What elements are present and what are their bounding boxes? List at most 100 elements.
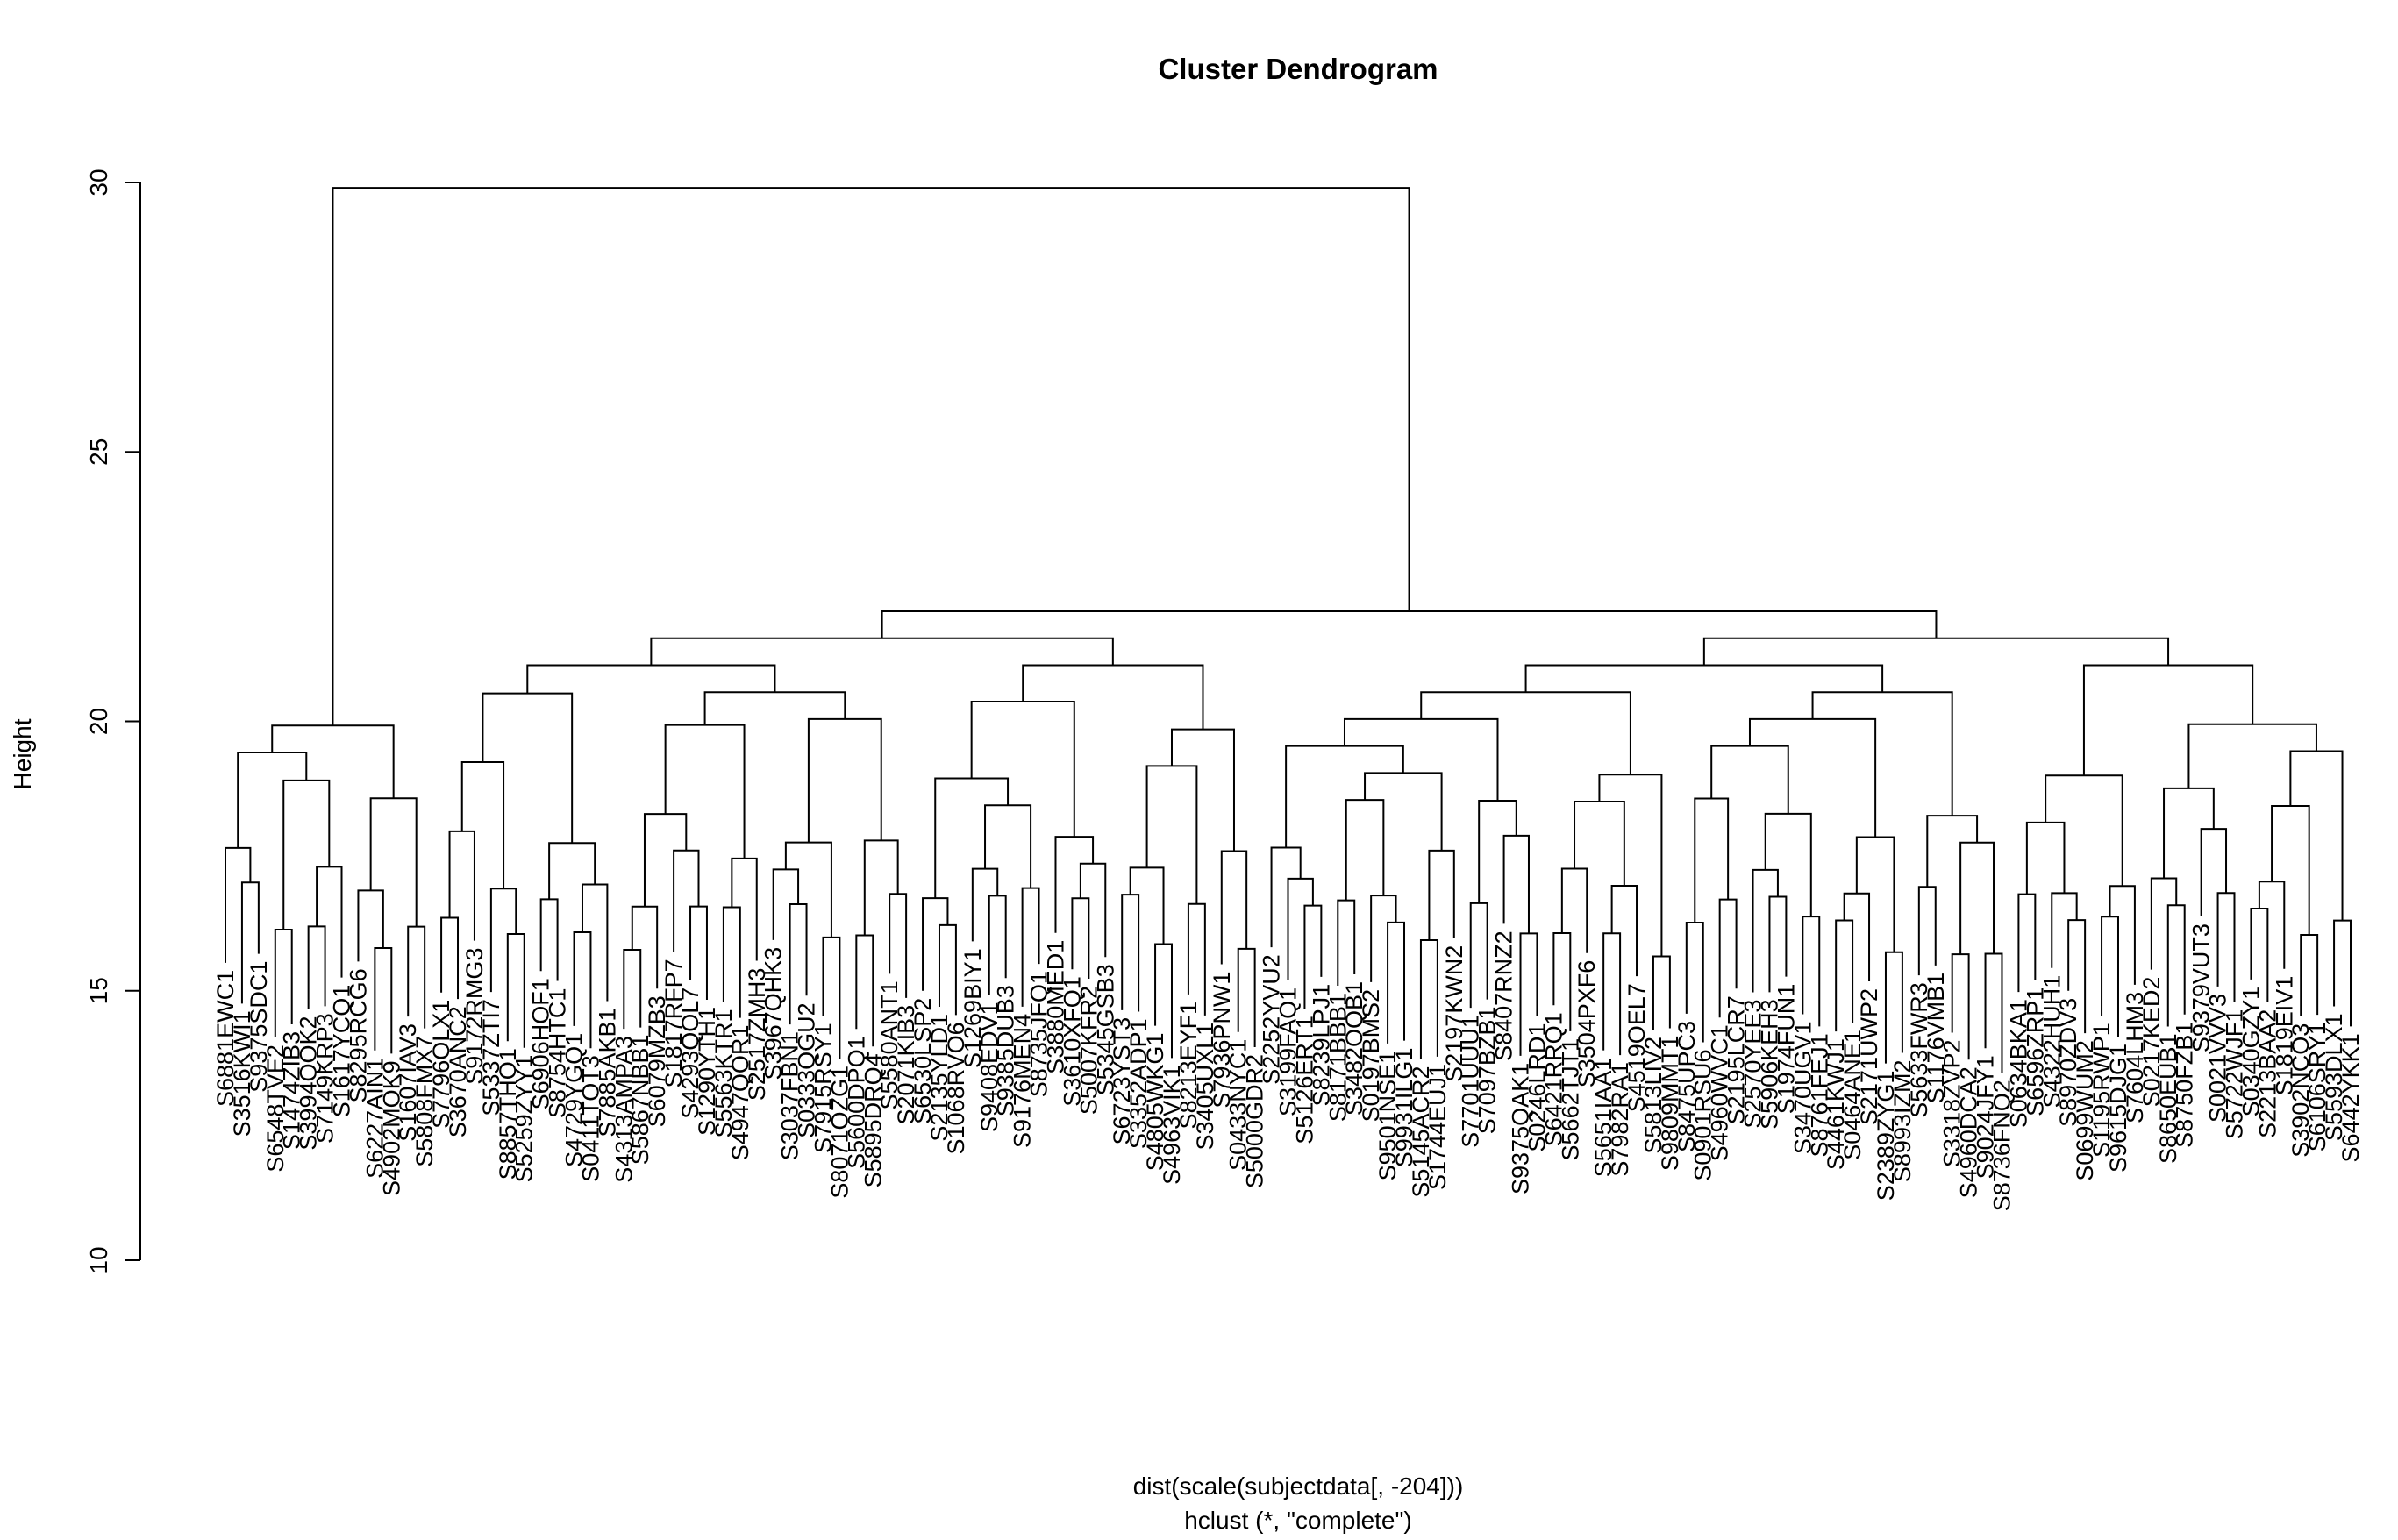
leaf-label: S5337ZTI7 [478, 999, 504, 1116]
leaf-label: S9408EDV1 [976, 1002, 1003, 1132]
merge-link [731, 857, 758, 961]
merge-link [938, 923, 957, 1016]
merge-link [2150, 877, 2178, 970]
merge-link [489, 888, 517, 993]
merge-link [922, 897, 949, 991]
leaf-label: S7982RA1 [1607, 1062, 1633, 1177]
merge-link [2271, 804, 2310, 935]
leaf-label: S4461KWJ1 [1823, 1038, 1849, 1170]
merge-link [1694, 797, 1730, 923]
leaf-label: S3318ZVP2 [1939, 1039, 1966, 1167]
x-axis-label-line1: dist(scale(subjectdata[, -204])) [1133, 1472, 1464, 1500]
leaf-label: S7885AKB1 [594, 1008, 620, 1137]
merge-link [407, 925, 426, 1029]
leaf-label: S4960DCA2 [1956, 1066, 1982, 1198]
merge-link [1154, 943, 1173, 1059]
merge-link [673, 849, 700, 952]
y-tick-label: 25 [85, 438, 112, 466]
merge-link [1054, 836, 1095, 933]
merge-link [2051, 892, 2078, 968]
leaf-label: S0699WUM2 [2072, 1040, 2098, 1181]
merge-link [526, 664, 776, 694]
leaf-label: S7097BZB1 [1474, 1007, 1501, 1135]
merge-link [2025, 821, 2066, 895]
leaf-label: S5593DLX1 [2321, 1013, 2347, 1141]
merge-link [1598, 774, 1663, 957]
merge-link [2258, 881, 2286, 969]
merge-link [1469, 902, 1488, 1009]
merge-link [889, 893, 908, 998]
merge-link [2187, 723, 2317, 788]
leaf-label: S8993IZM2 [1889, 1060, 1916, 1183]
merge-link [1270, 846, 1302, 948]
merge-link [2082, 664, 2254, 776]
dendrogram-tree [225, 187, 2352, 1073]
leaf-label: S2135YLD1 [926, 1014, 953, 1142]
leaf-label: S5259ZYY1 [511, 1055, 538, 1183]
leaf-label: S5345GSB3 [1092, 964, 1118, 1095]
x-axis-label-line2: hclust (*, "complete") [1184, 1507, 1412, 1534]
leaf-label: S1607IAV3 [395, 1023, 421, 1142]
leaf-label: S5580ANT1 [876, 980, 903, 1109]
merge-link [374, 947, 393, 1054]
merge-link [1764, 812, 1812, 917]
merge-link [643, 813, 688, 907]
merge-link [274, 929, 293, 1038]
y-tick-label: 30 [85, 168, 112, 196]
merge-link [1420, 691, 1631, 775]
leaf-label: S6596ZRP1 [2022, 987, 2048, 1116]
leaf-label: S6421RRQ1 [1540, 1012, 1567, 1146]
leaf-label: S3504PXF6 [1574, 960, 1600, 1088]
merge-link [1419, 938, 1438, 1059]
leaf-label: S2213BAA2 [2254, 1009, 2280, 1138]
leaf-label: S7701UUU1 [1458, 1015, 1484, 1148]
leaf-label: S5662TJT1 [1557, 1038, 1583, 1161]
leaf-label: S1290YTH1 [694, 1007, 720, 1136]
leaf-label: S2517ZMH3 [744, 968, 770, 1102]
merge-link [1552, 932, 1572, 1031]
leaf-label: S2252YVU2 [1259, 954, 1285, 1085]
merge-link [506, 932, 525, 1048]
leaf-label: S1269BIY1 [960, 948, 986, 1068]
leaf-label: S7915RSY1 [810, 1023, 836, 1153]
merge-link [1285, 745, 1404, 848]
leaf-label: S2071KIB3 [893, 1005, 919, 1125]
leaf-label: S9176MEN4 [1010, 1014, 1036, 1148]
merge-link [1237, 947, 1256, 1048]
merge-link [2017, 893, 2037, 993]
merge-link [369, 797, 418, 927]
merge-link [2166, 904, 2186, 1027]
leaf-label: S3967QHK3 [760, 947, 787, 1080]
leaf-label: S7604LHM3 [2122, 992, 2148, 1123]
merge-link [1220, 850, 1248, 965]
merge-link [271, 724, 395, 799]
merge-link [237, 751, 308, 848]
leaf-label: S7936PNW1 [1209, 972, 1235, 1109]
leaf-label: S2570YEE3 [1740, 1000, 1766, 1129]
merge-link [1370, 895, 1397, 982]
leaf-label: S0246LRD1 [1524, 1023, 1550, 1152]
merge-link [1502, 834, 1530, 934]
merge-link [581, 883, 609, 1002]
leaf-label: S8650EUB1 [2155, 1033, 2181, 1164]
merge-link [539, 898, 559, 981]
leaf-label: S4947QOR1 [727, 1025, 753, 1161]
merge-link [1843, 892, 1871, 982]
leaf-label: S4960WVC1 [1707, 1024, 1733, 1161]
y-tick-label: 20 [85, 708, 112, 735]
leaf-label: S2389ZYG1 [1873, 1071, 1899, 1201]
leaf-label: S0333QGU2 [794, 1002, 820, 1138]
leaf-label: S0634BKA1 [2005, 999, 2031, 1128]
leaf-label: S8761FEJ1 [1806, 1033, 1832, 1157]
merge-link [1524, 664, 1884, 693]
merge-link [1187, 902, 1206, 1016]
leaf-label: S9375SDC1 [246, 961, 272, 1093]
merge-link [855, 934, 874, 1047]
merge-link [1364, 772, 1443, 851]
leaf-label: S4313AMPA3 [610, 1036, 637, 1183]
leaf-label: S4902MOK9 [378, 1060, 404, 1196]
leaf-label: S8754HTC1 [545, 988, 571, 1119]
merge-link [1478, 800, 1517, 903]
merge-link [1303, 904, 1323, 1009]
leaf-label: S2171UWP2 [1856, 988, 1882, 1125]
